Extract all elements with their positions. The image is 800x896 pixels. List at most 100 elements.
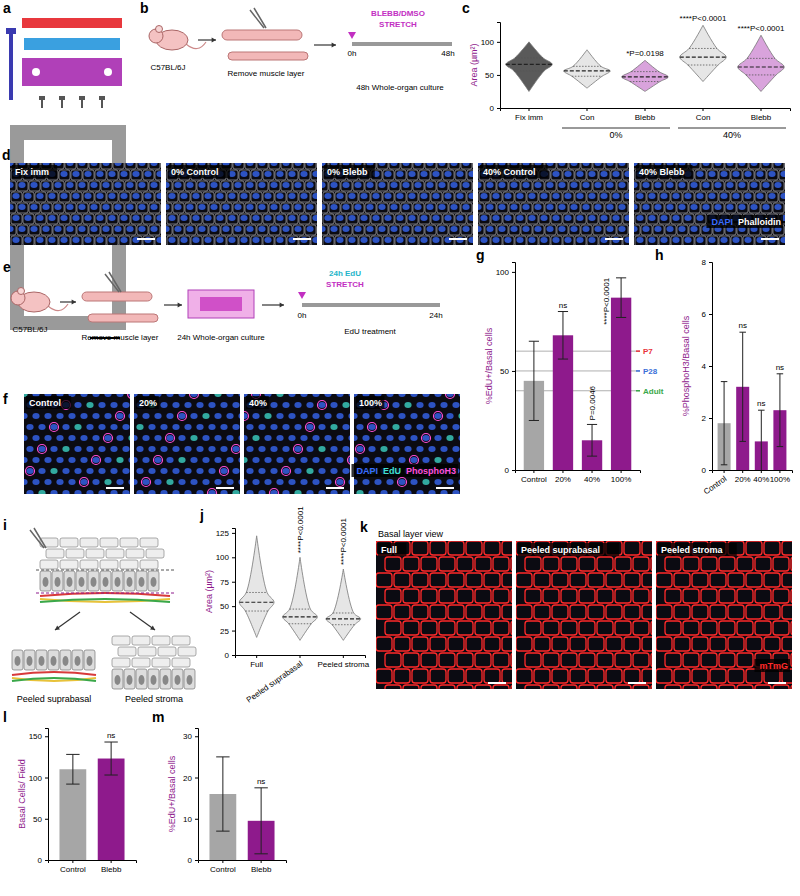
- cell-outline: [101, 203, 112, 213]
- micrograph: 0% Control: [161, 159, 334, 257]
- nucleus: [86, 424, 93, 430]
- nucleus: [510, 204, 517, 210]
- image-background: [376, 541, 512, 689]
- nucleus: [168, 215, 175, 221]
- nucleus: [726, 182, 733, 188]
- nucleus: [116, 457, 123, 463]
- cell-outline: [557, 181, 568, 191]
- nucleus: [134, 413, 138, 419]
- nucleus: [612, 193, 619, 199]
- nucleus: [244, 435, 248, 441]
- cell-outline: [394, 573, 410, 587]
- nucleus: [368, 490, 375, 494]
- cell-outline: [527, 192, 538, 202]
- cell-outline: [365, 225, 376, 235]
- nucleus: [60, 237, 67, 243]
- cell-outline: [394, 637, 410, 651]
- nucleus: [570, 163, 577, 166]
- cell-outline: [692, 573, 708, 587]
- cell-outline: [692, 605, 708, 619]
- nucleus: [108, 171, 115, 177]
- cell-outline: [137, 225, 148, 235]
- micrograph: 40%: [240, 390, 362, 509]
- nucleus: [56, 435, 63, 441]
- cell-outline: [737, 203, 748, 213]
- nucleus: [582, 204, 589, 210]
- cell-outline: [497, 203, 508, 213]
- nucleus: [148, 446, 155, 452]
- significance: ****P<0.0001: [738, 24, 785, 33]
- nucleus: [151, 577, 157, 587]
- axis-line: [497, 23, 501, 109]
- cell-outline: [543, 653, 559, 667]
- cell-outline: [525, 685, 541, 689]
- nucleus: [24, 215, 31, 221]
- legend-entry: PhosphoH3: [406, 466, 456, 476]
- cell-outline: [624, 541, 640, 555]
- nucleus: [434, 435, 441, 441]
- significance: *P=0.0198: [626, 49, 664, 58]
- nucleus: [342, 402, 349, 408]
- cell-outline: [674, 637, 690, 651]
- cell-outline: [746, 605, 762, 619]
- nucleus: [276, 215, 283, 221]
- cell-outline: [731, 170, 742, 180]
- nucleus: [558, 204, 565, 210]
- cell-outline: [633, 653, 649, 667]
- cell-outline: [376, 669, 392, 683]
- cell-outline: [287, 170, 298, 180]
- nucleus: [12, 237, 19, 243]
- violin: [564, 50, 610, 88]
- nucleus: [166, 457, 173, 463]
- quartile-line: [746, 74, 776, 75]
- nucleus: [264, 215, 271, 221]
- cell-outline: [412, 605, 428, 619]
- nucleus: [312, 413, 319, 419]
- nucleus: [324, 457, 331, 463]
- cell-outline: [101, 163, 112, 169]
- violin: [680, 25, 726, 81]
- cell-outline: [587, 192, 598, 202]
- cell-outline: [677, 203, 688, 213]
- nucleus: [428, 446, 435, 452]
- cell-outline: [683, 214, 694, 224]
- nucleus: [354, 204, 361, 210]
- nucleus: [336, 237, 343, 243]
- cell-outline: [579, 653, 595, 667]
- cell-outline: [728, 669, 744, 683]
- nucleus: [408, 237, 415, 243]
- cell-outline: [457, 653, 473, 667]
- cell-outline: [570, 605, 586, 619]
- cell-outline: [449, 203, 460, 213]
- cell-outline: [257, 203, 268, 213]
- nucleus: [348, 215, 355, 221]
- device-clamp: [22, 58, 122, 86]
- cell-outline: [502, 605, 512, 619]
- tick: 0: [490, 104, 500, 113]
- cell-outline: [311, 170, 317, 180]
- nucleus: [234, 182, 241, 188]
- arrow: [130, 612, 155, 630]
- nucleus: [422, 413, 429, 419]
- nucleus: [122, 468, 129, 474]
- cell-outline: [305, 181, 316, 191]
- cell-outline: [376, 637, 392, 651]
- label-backdrop: [356, 396, 384, 409]
- cell-outline: [521, 203, 532, 213]
- nucleus: [120, 193, 127, 199]
- cell-outline: [166, 225, 172, 235]
- cell-outline: [561, 589, 577, 603]
- nucleus: [780, 171, 785, 177]
- cell-outline: [394, 669, 410, 683]
- cell-outline: [166, 203, 172, 213]
- cell-outline: [197, 181, 208, 191]
- nucleus: [410, 479, 417, 485]
- cell-outline: [534, 605, 550, 619]
- cell-outline: [647, 192, 658, 202]
- nucleus: [32, 457, 39, 463]
- nucleus: [174, 204, 181, 210]
- nucleus: [480, 215, 487, 221]
- nucleus: [258, 182, 265, 188]
- scale-bar: [628, 682, 646, 684]
- nucleus: [306, 182, 313, 188]
